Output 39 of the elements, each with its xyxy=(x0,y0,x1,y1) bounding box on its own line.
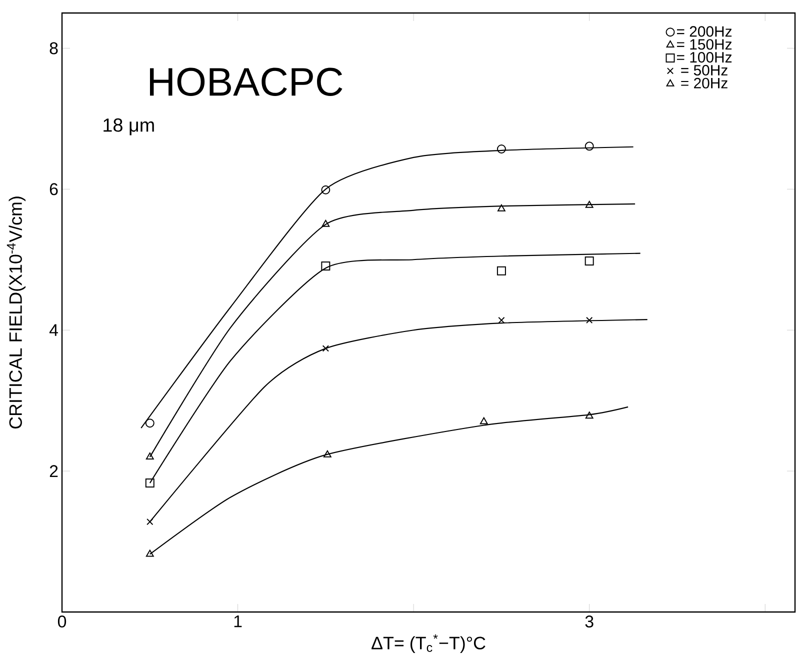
y-tick-label: 8 xyxy=(50,42,58,54)
point xyxy=(323,450,332,458)
line-series xyxy=(149,203,636,458)
point xyxy=(146,452,154,460)
point xyxy=(584,256,594,266)
y-tick-label: 6 xyxy=(50,183,58,196)
legend-label: = 100Hz xyxy=(676,52,732,63)
point xyxy=(321,261,330,270)
point xyxy=(496,144,506,154)
point xyxy=(585,200,594,208)
line-series xyxy=(149,252,641,484)
x-tick-label: 0 xyxy=(58,616,66,628)
line-series xyxy=(149,406,629,555)
point xyxy=(497,204,506,212)
legend-label: = 20Hz xyxy=(681,78,728,88)
point xyxy=(584,142,594,151)
y-tick-label: 4 xyxy=(49,324,58,336)
text: HOBACPC xyxy=(150,68,342,96)
point xyxy=(498,316,505,324)
x-tick-label: 1 xyxy=(234,616,242,628)
point xyxy=(585,412,594,419)
point xyxy=(146,518,154,526)
point xyxy=(480,417,488,424)
text: 18 μm xyxy=(104,118,154,136)
y-tick-label: 2 xyxy=(50,465,58,477)
point xyxy=(321,185,330,194)
point xyxy=(145,418,154,428)
legend-label: = 50Hz xyxy=(681,64,728,76)
legend-label: = 200Hz xyxy=(676,26,732,37)
x-axis-title: ΔT= (T$_{c}$$^{*}$−T)°C xyxy=(372,634,486,653)
y-axis-title: CRITICAL FIELD(X10$^{-4}$V/cm) xyxy=(6,196,26,429)
point xyxy=(322,345,330,352)
point xyxy=(322,220,330,227)
point xyxy=(496,266,506,276)
point xyxy=(586,316,593,324)
point xyxy=(146,550,154,557)
x-tick-label: 3 xyxy=(585,616,594,628)
point xyxy=(145,478,154,488)
legend-label: = 150Hz xyxy=(676,39,732,50)
